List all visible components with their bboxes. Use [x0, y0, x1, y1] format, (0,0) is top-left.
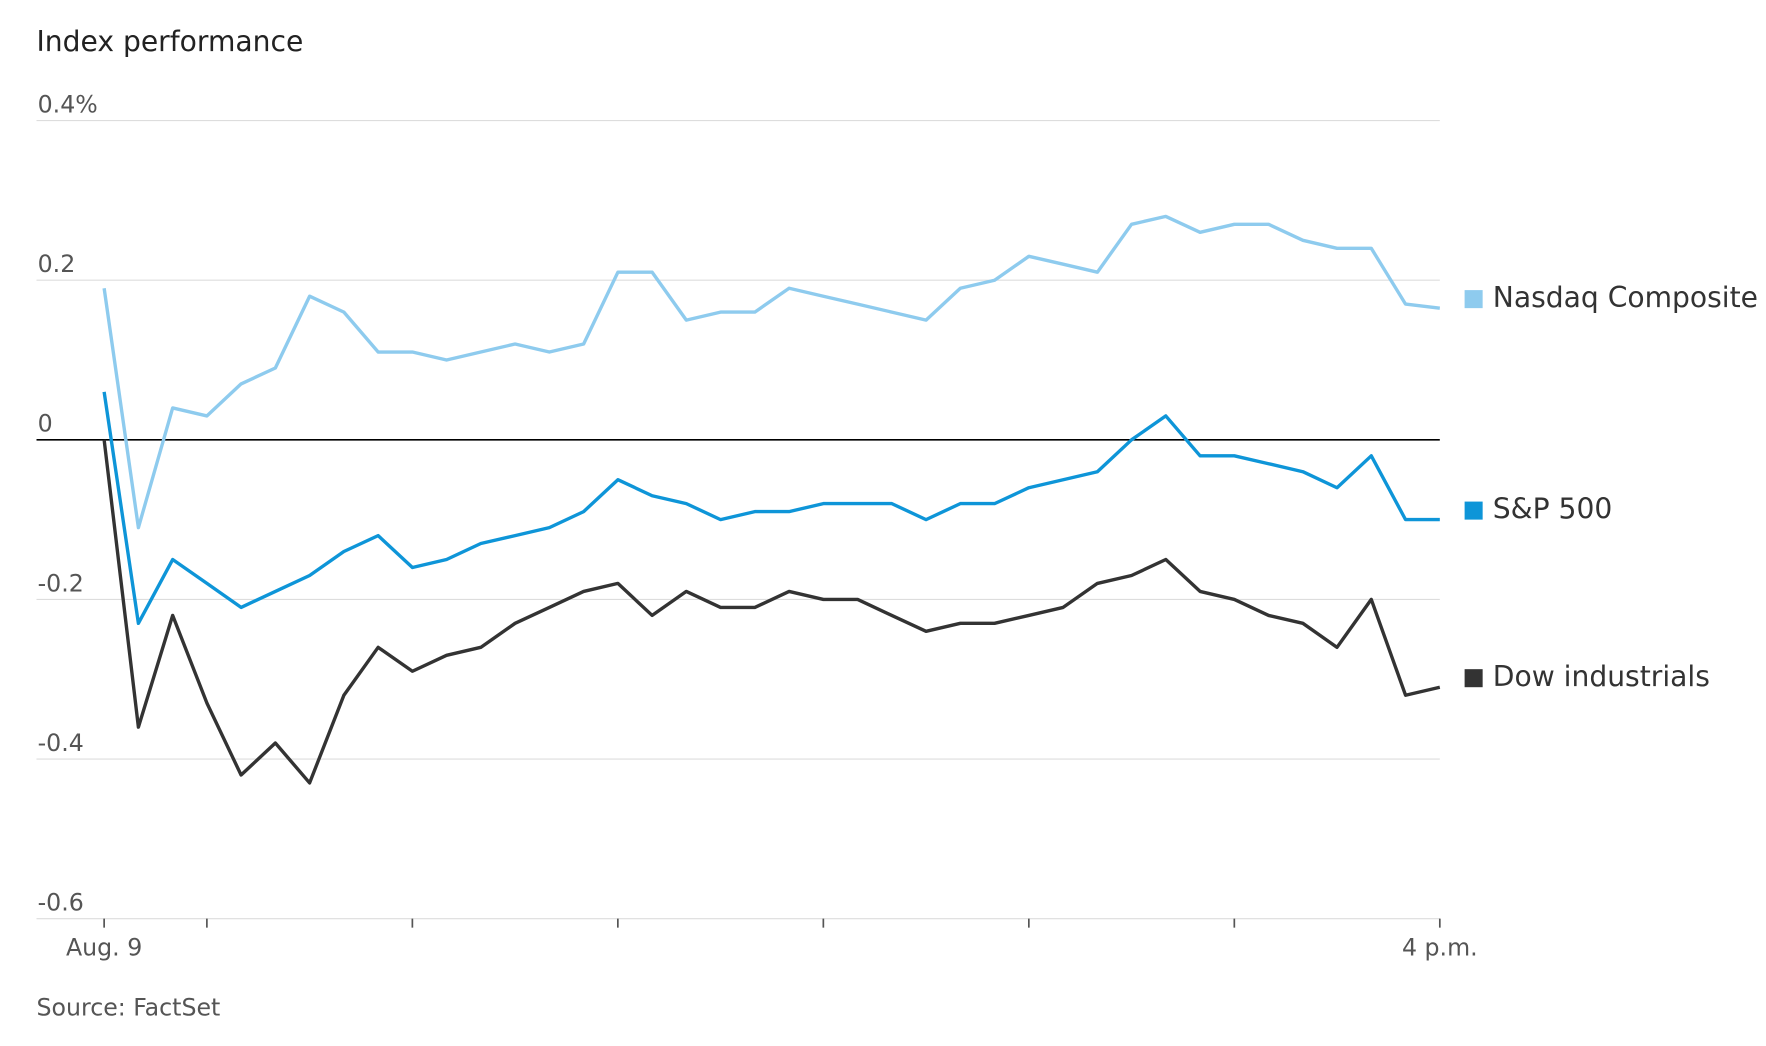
legend-label: Nasdaq Composite — [1493, 281, 1758, 314]
y-tick-label: 0.2 — [38, 250, 76, 278]
legend-swatch — [1464, 290, 1483, 309]
legend-swatch — [1464, 669, 1483, 688]
legend-label: S&P 500 — [1493, 493, 1613, 526]
y-tick-label: -0.4 — [38, 729, 84, 757]
chart-title: Index performance — [37, 25, 304, 58]
y-tick-label: -0.6 — [38, 888, 84, 916]
y-tick-label: 0.4% — [38, 90, 98, 118]
series-line — [102, 214, 1441, 530]
series-line — [102, 439, 1441, 785]
y-tick-label: -0.2 — [38, 569, 84, 597]
series-line — [102, 391, 1440, 626]
source-note: Source: FactSet — [37, 993, 221, 1021]
x-tick-label: Aug. 9 — [66, 934, 142, 962]
legend-swatch — [1464, 501, 1483, 520]
y-tick-label: 0 — [38, 410, 53, 438]
legend-label: Dow industrials — [1493, 660, 1710, 693]
x-tick-label: 4 p.m. — [1402, 934, 1478, 962]
